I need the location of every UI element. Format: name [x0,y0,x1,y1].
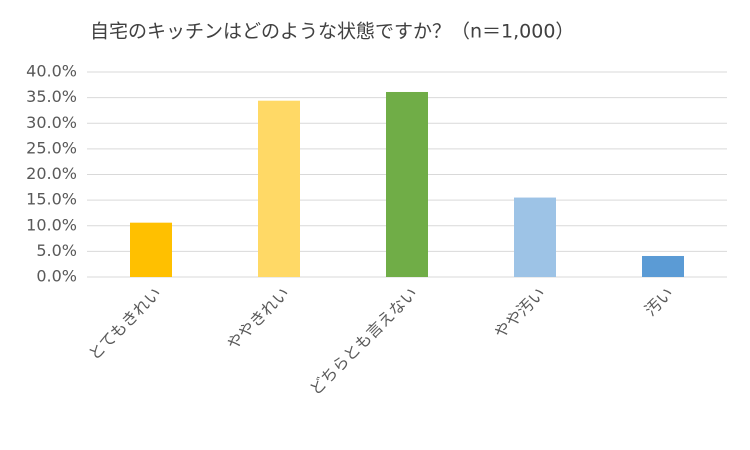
x-tick-label: 汚い [641,284,677,320]
bar [642,255,684,277]
bar [130,222,172,277]
y-tick-label: 0.0% [36,267,77,286]
y-tick-label: 10.0% [26,215,77,234]
bar [514,197,556,277]
x-tick-label: ややきれい [223,284,293,354]
bar [258,100,300,277]
chart-title: 自宅のキッチンはどのような状態ですか？（n＝1,000） [90,21,574,43]
y-tick-label: 5.0% [36,241,77,260]
y-tick-label: 25.0% [26,138,77,157]
bar [386,91,428,277]
x-tick-label: とてもきれい [85,284,165,364]
x-tick-label: やや汚い [490,284,549,343]
y-tick-label: 15.0% [26,190,77,209]
y-tick-label: 40.0% [26,62,77,81]
y-tick-label: 30.0% [26,113,77,132]
y-tick-label: 20.0% [26,164,77,183]
y-tick-label: 35.0% [26,87,77,106]
x-tick-label: どちらとも言えない [306,284,421,399]
